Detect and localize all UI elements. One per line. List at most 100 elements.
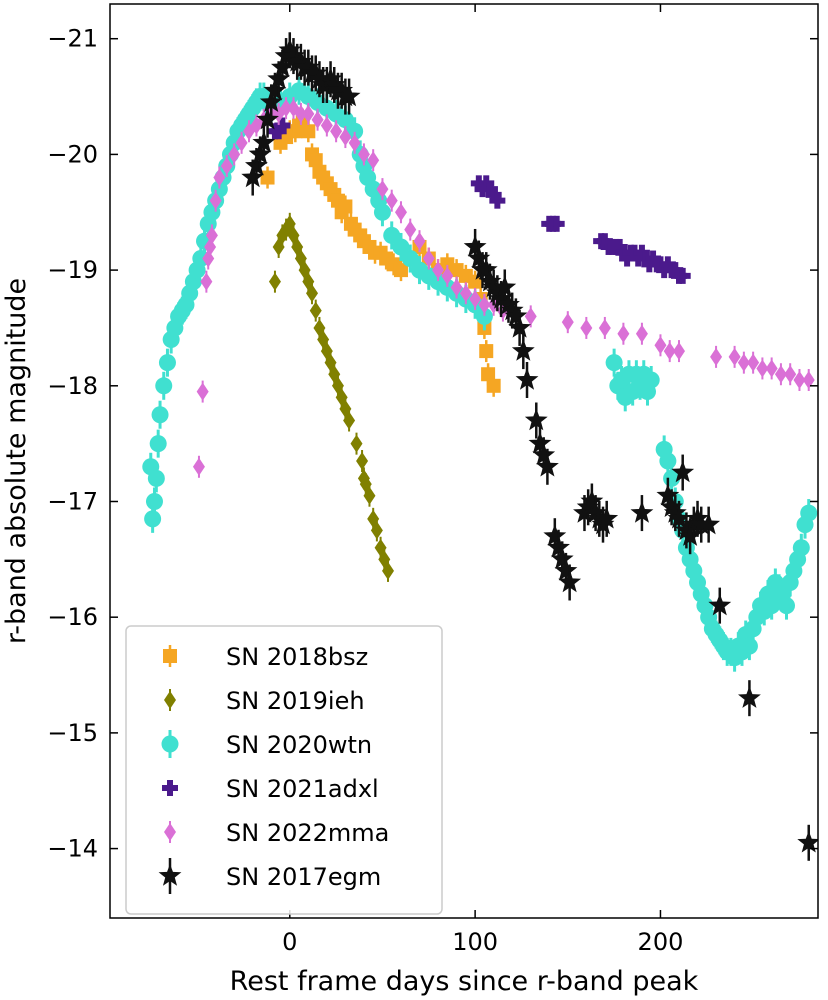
legend-entry: SN 2022mma [164, 819, 389, 847]
legend-marker [164, 821, 176, 843]
data-point [309, 299, 322, 322]
data-point [515, 362, 539, 399]
data-point [385, 189, 398, 212]
data-point [548, 215, 565, 232]
data-point [383, 221, 401, 250]
legend-label: SN 2017egm [226, 863, 381, 891]
data-point [376, 178, 389, 201]
legend-marker [158, 858, 182, 894]
data-point [459, 282, 472, 305]
x-tick-label: 100 [452, 928, 498, 956]
data-point [205, 224, 218, 247]
y-tick-label: −20 [47, 140, 98, 168]
data-point [535, 448, 559, 485]
data-point [294, 102, 307, 125]
data-point [635, 322, 648, 345]
legend-marker [161, 730, 179, 758]
legend-label: SN 2021adxl [226, 775, 379, 803]
data-point [209, 189, 222, 212]
data-point [228, 143, 241, 166]
data-point [382, 559, 395, 582]
data-point [524, 402, 548, 439]
y-tick-label: −19 [47, 256, 98, 284]
data-point [708, 587, 732, 624]
data-point [260, 166, 275, 189]
data-point [320, 114, 333, 137]
data-point [422, 247, 435, 270]
y-tick-label: −14 [47, 835, 98, 863]
data-point [511, 333, 535, 370]
data-point [561, 311, 574, 334]
data-point [350, 432, 363, 455]
legend-entry: SN 2020wtn [161, 730, 372, 759]
legend-entry: SN 2021adxl [162, 775, 379, 803]
data-point [797, 824, 818, 861]
data-point [192, 455, 205, 478]
data-point [617, 322, 630, 345]
data-point [784, 363, 797, 386]
legend-label: SN 2018bsz [226, 643, 368, 671]
axes: 0 100 200 −21 −20 −19 −18 −17 −16 −15 −14 [47, 3, 819, 956]
data-point [280, 97, 293, 120]
series-sn-2019ieh [268, 212, 395, 582]
legend-label: SN 2022mma [226, 819, 389, 847]
data-point [348, 131, 361, 154]
x-tick-label: 0 [282, 928, 297, 956]
data-point [338, 195, 353, 218]
data-point [339, 126, 352, 149]
data-point [367, 149, 380, 172]
legend-box [125, 625, 443, 915]
data-point [710, 345, 723, 368]
data-point [357, 143, 370, 166]
data-point [151, 400, 169, 429]
y-tick-label: −17 [47, 487, 98, 515]
data-point [667, 500, 691, 537]
data-point [642, 366, 660, 395]
legend-entry: SN 2017egm [158, 858, 381, 894]
data-point [489, 192, 506, 209]
y-tick-label: −21 [47, 25, 98, 53]
data-point [738, 680, 761, 717]
data-point [697, 506, 721, 543]
data-point [155, 371, 173, 400]
data-point [478, 293, 491, 316]
data-point [774, 363, 787, 386]
data-point [800, 499, 818, 528]
data-point [147, 464, 165, 493]
data-point [777, 591, 795, 620]
x-axis-label: Rest frame days since r-band peak [230, 966, 699, 997]
data-point [765, 357, 778, 380]
data-point [373, 198, 391, 227]
y-tick-label: −18 [47, 372, 98, 400]
data-point [792, 533, 810, 562]
data-point [235, 131, 248, 154]
data-point [508, 309, 532, 346]
data-point [200, 270, 213, 293]
y-axis-label: r-band absolute magnitude [1, 278, 32, 644]
data-point [441, 264, 454, 287]
data-point [558, 564, 582, 601]
data-point [311, 108, 324, 131]
series-sn-2017egm [241, 32, 818, 861]
legend-label: SN 2019ieh [226, 687, 365, 715]
data-point [392, 232, 410, 261]
x-tick-label: 200 [638, 928, 684, 956]
data-point [654, 334, 667, 357]
data-point [158, 348, 176, 377]
data-point [274, 117, 291, 134]
series-sn-2020wtn [142, 76, 818, 672]
data-point [393, 259, 408, 282]
data-point [580, 316, 593, 339]
legend-marker [164, 689, 176, 711]
data-point [793, 369, 806, 392]
legend-entry: SN 2018bsz [163, 643, 368, 671]
y-tick-label: −16 [47, 603, 98, 631]
data-point [595, 500, 619, 537]
data-point [479, 340, 494, 363]
y-tick-label: −15 [47, 719, 98, 747]
data-point [401, 244, 419, 273]
data-point [728, 345, 741, 368]
data-point [213, 166, 226, 189]
legend: SN 2018bsz SN 2019ieh SN 2020wtn SN 2021adx… [125, 625, 443, 915]
